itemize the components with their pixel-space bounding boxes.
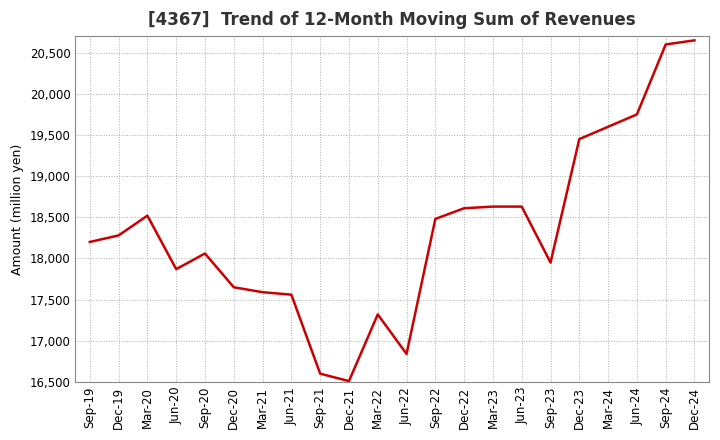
Y-axis label: Amount (million yen): Amount (million yen)	[11, 143, 24, 275]
Title: [4367]  Trend of 12-Month Moving Sum of Revenues: [4367] Trend of 12-Month Moving Sum of R…	[148, 11, 636, 29]
